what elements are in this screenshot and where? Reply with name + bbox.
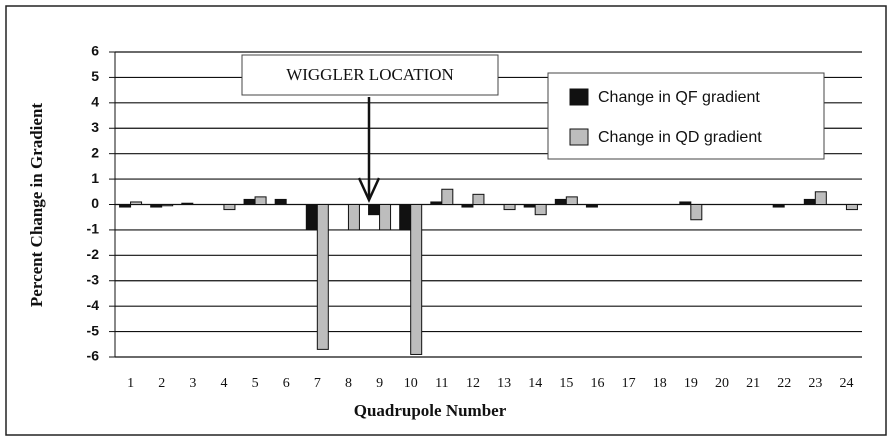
y-tick-label: -6 [87,348,100,364]
bar [503,204,516,211]
bar [368,204,381,216]
bar [803,198,816,206]
bar [441,188,454,205]
legend-box [547,72,825,160]
y-tick-label: 6 [91,43,99,59]
bar [430,201,443,205]
bar [523,204,536,208]
y-tick-label: 0 [91,195,99,211]
bar [119,204,132,208]
y-tick-label: 3 [91,119,99,135]
x-tick-label: 8 [345,376,352,391]
legend-swatch [569,128,589,146]
legend-swatch [569,88,589,106]
x-axis-title: Quadrupole Number [354,401,507,420]
bar [690,204,703,221]
x-tick-label: 13 [497,376,511,391]
bar [461,204,474,208]
arrow-head [357,177,381,204]
x-tick-label: 17 [622,376,636,391]
annotation-box [241,54,499,96]
x-tick-label: 12 [466,376,480,391]
x-tick-label: 7 [314,376,321,391]
bar [254,196,267,205]
x-tick-label: 1 [127,376,134,391]
bar [585,204,598,208]
y-tick-label: 1 [91,170,99,186]
x-tick-label: 21 [746,376,760,391]
bar [565,196,578,205]
bar [845,204,858,211]
x-tick-label: 24 [839,376,853,391]
bar [223,204,236,211]
bar [679,201,692,205]
y-tick-label: -5 [87,322,100,338]
x-tick-label: 9 [376,376,383,391]
bar [305,204,318,231]
y-tick-label: -4 [87,297,100,313]
x-tick-label: 2 [158,376,165,391]
x-tick-label: 6 [283,376,290,391]
x-tick-label: 23 [808,376,822,391]
annotation: WIGGLER LOCATION [286,65,454,84]
y-axis-title: Percent Change in Gradient [27,103,46,307]
x-tick-label: 5 [252,376,259,391]
bar [347,204,360,231]
y-tick-label: -2 [87,246,100,262]
bar [772,204,785,208]
x-tick-label: 16 [590,376,604,391]
y-tick-label: -1 [87,221,100,237]
bar [274,198,287,206]
x-tick-label: 22 [777,376,791,391]
x-tick-label: 18 [653,376,667,391]
x-tick-label: 14 [528,376,542,391]
bar [379,204,392,231]
y-tick-label: -3 [87,271,100,287]
x-tick-label: 10 [404,376,418,391]
bar [534,204,547,216]
y-tick-label: 4 [91,94,99,110]
x-tick-label: 3 [189,376,196,391]
x-tick-label: 11 [435,376,448,391]
bar [150,204,163,208]
legend-label: Change in QD gradient [598,129,762,146]
x-tick-label: 19 [684,376,698,391]
bar [181,202,194,206]
y-tick-label: 5 [91,68,99,84]
bar [316,204,329,350]
bar [554,198,567,206]
bar [161,204,174,207]
x-tick-label: 20 [715,376,729,391]
bar [243,198,256,206]
legend-label: Change in QF gradient [598,89,760,106]
bar [814,191,827,206]
bar [399,204,412,231]
bar [130,201,143,205]
y-tick-label: 2 [91,144,99,160]
bar [472,193,485,205]
x-tick-label: 4 [220,376,227,391]
x-tick-label: 15 [559,376,573,391]
bar [410,204,423,355]
